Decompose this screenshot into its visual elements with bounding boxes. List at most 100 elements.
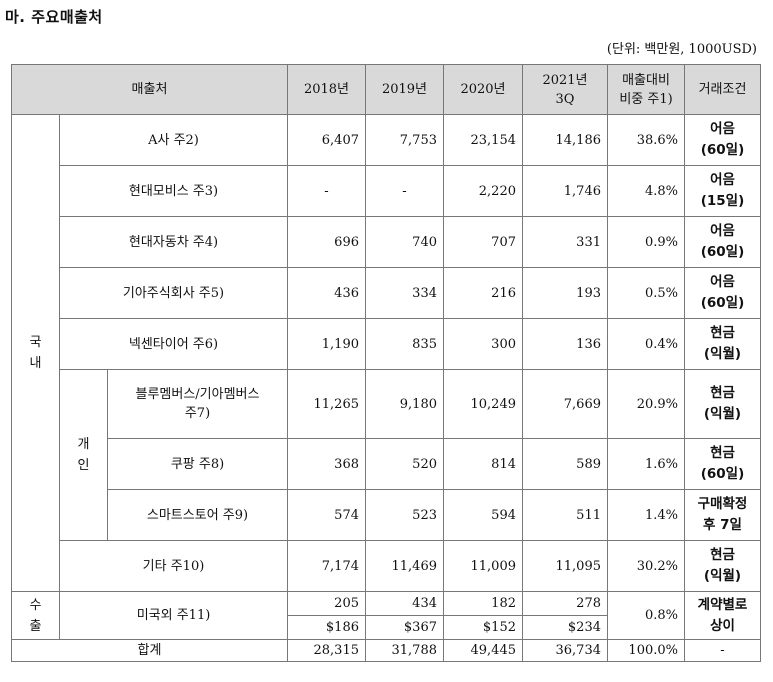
value-2021-3q: 11,095 — [522, 540, 608, 592]
terms-line1: 어음 — [710, 172, 735, 188]
trade-terms: 어음 (60일) — [684, 216, 761, 268]
header-2018: 2018년 — [287, 64, 366, 115]
terms-line2: (60일) — [700, 244, 745, 260]
header-ratio-line2: 비중 주1) — [619, 91, 673, 107]
value-2020-usd: $152 — [443, 615, 523, 640]
total-2019: 31,788 — [365, 639, 444, 662]
value-2018: - — [287, 165, 366, 217]
domestic-label-char2: 내 — [29, 356, 42, 371]
value-2020: 814 — [443, 438, 523, 490]
export-label-char2: 출 — [29, 618, 42, 634]
value-2021-3q: 136 — [522, 318, 608, 370]
individual-label-char1: 개 — [77, 437, 90, 452]
customer-name: 기타 주10) — [59, 540, 288, 592]
value-2019: 9,180 — [365, 369, 444, 439]
trade-terms: 어음 (15일) — [684, 165, 761, 217]
major-customers-table: 매출처 2018년 2019년 2020년 2021년 3Q 매출대비 비중 주… — [11, 64, 761, 662]
terms-line1: 계약별로 — [697, 596, 748, 613]
value-ratio: 1.6% — [607, 438, 685, 490]
table-row: 기아주식회사 주5) 436 334 216 193 0.5% 어음 (60일) — [12, 267, 761, 319]
header-ratio: 매출대비 비중 주1) — [607, 64, 685, 115]
customer-name: 쿠팡 주8) — [107, 438, 288, 490]
trade-terms: 구매확정 후 7일 — [684, 489, 761, 541]
value-2021-3q-usd: $234 — [522, 615, 608, 640]
total-2021-3q: 36,734 — [522, 639, 608, 662]
value-2019: 740 — [365, 216, 444, 268]
value-2019-usd: $367 — [365, 615, 444, 640]
value-ratio: 38.6% — [607, 114, 685, 166]
value-ratio: 0.8% — [607, 591, 685, 640]
terms-line1: 어음 — [710, 274, 735, 290]
domestic-label-char1: 국 — [29, 335, 42, 350]
terms-line1: 어음 — [710, 121, 735, 137]
value-ratio: 0.4% — [607, 318, 685, 370]
total-ratio: 100.0% — [607, 639, 685, 662]
terms-line2: (60일) — [700, 295, 745, 311]
header-2021-3q: 2021년 3Q — [522, 64, 608, 115]
trade-terms: 현금 (60일) — [684, 438, 761, 490]
value-ratio: 0.5% — [607, 267, 685, 319]
value-2019-krw: 434 — [365, 591, 444, 616]
table-row: 현대모비스 주3) - - 2,220 1,746 4.8% 어음 (15일) — [12, 165, 761, 217]
table-row: 넥센타이어 주6) 1,190 835 300 136 0.4% 현금 (익월) — [12, 318, 761, 370]
value-2021-3q: 14,186 — [522, 114, 608, 166]
value-2018: 1,190 — [287, 318, 366, 370]
terms-line1: 어음 — [710, 223, 735, 239]
customer-name: 미국외 주11) — [59, 591, 288, 640]
terms-line2: 상이 — [710, 617, 735, 634]
individual-label-char2: 인 — [77, 458, 90, 473]
total-row: 합계 28,315 31,788 49,445 36,734 100.0% - — [11, 639, 761, 662]
customer-name: 현대자동차 주4) — [59, 216, 288, 268]
value-2018: 6,407 — [287, 114, 366, 166]
value-ratio: 1.4% — [607, 489, 685, 541]
value-2021-3q-krw: 278 — [522, 591, 608, 616]
value-2020: 300 — [443, 318, 523, 370]
trade-terms: 계약별로 상이 — [684, 591, 761, 640]
terms-line2: (60일) — [700, 142, 745, 158]
header-2019: 2019년 — [365, 64, 444, 115]
export-group-label: 수 출 — [11, 591, 60, 640]
section-title: 마. 주요매출처 — [5, 8, 103, 26]
customer-name: A사 주2) — [59, 114, 288, 166]
value-2019: 7,753 — [365, 114, 444, 166]
table-row: 현대자동차 주4) 696 740 707 331 0.9% 어음 (60일) — [12, 216, 761, 268]
customer-name: 넥센타이어 주6) — [59, 318, 288, 370]
value-2018: 11,265 — [287, 369, 366, 439]
value-2020: 2,220 — [443, 165, 523, 217]
header-terms: 거래조건 — [684, 64, 761, 115]
value-2020: 707 — [443, 216, 523, 268]
value-ratio: 4.8% — [607, 165, 685, 217]
trade-terms: 현금 (익월) — [684, 540, 761, 592]
terms-line1: 현금 — [710, 445, 735, 461]
trade-terms: 현금 (익월) — [684, 318, 761, 370]
terms-line2: 후 7일 — [703, 517, 742, 533]
terms-line2: (익월) — [703, 568, 742, 584]
header-2021-line1: 2021년 — [542, 72, 588, 88]
value-2019: 334 — [365, 267, 444, 319]
header-customer: 매출처 — [11, 64, 288, 115]
value-2021-3q: 511 — [522, 489, 608, 541]
value-2021-3q: 1,746 — [522, 165, 608, 217]
value-2020: 10,249 — [443, 369, 523, 439]
value-ratio: 20.9% — [607, 369, 685, 439]
total-2018: 28,315 — [287, 639, 366, 662]
value-2021-3q: 193 — [522, 267, 608, 319]
value-2019: - — [365, 165, 444, 217]
customer-name: 기아주식회사 주5) — [59, 267, 288, 319]
value-2018: 7,174 — [287, 540, 366, 592]
value-2018: 436 — [287, 267, 366, 319]
total-2020: 49,445 — [443, 639, 523, 662]
terms-line1: 현금 — [710, 325, 735, 341]
export-label-char1: 수 — [29, 597, 42, 613]
table-row: 스마트스토어 주9) 574 523 594 511 1.4% 구매확정 후 7… — [12, 489, 761, 541]
total-terms: - — [684, 639, 761, 662]
table-row: 국 내 A사 주2) 6,407 7,753 23,154 14,186 38.… — [11, 114, 761, 592]
domestic-group-label: 국 내 — [11, 114, 60, 592]
terms-line2: (익월) — [703, 346, 742, 362]
header-2021-line2: 3Q — [555, 91, 575, 107]
terms-line2: (익월) — [703, 406, 742, 422]
value-2018: 368 — [287, 438, 366, 490]
terms-line1: 현금 — [710, 547, 735, 563]
header-2020: 2020년 — [443, 64, 523, 115]
terms-line2: (60일) — [700, 466, 745, 482]
